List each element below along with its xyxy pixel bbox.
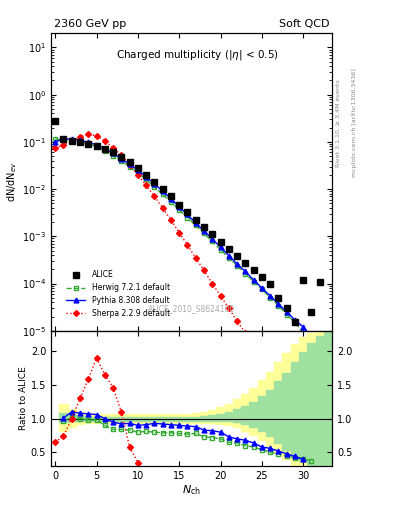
Y-axis label: Ratio to ALICE: Ratio to ALICE bbox=[19, 367, 28, 430]
Legend: ALICE, Herwig 7.2.1 default, Pythia 8.308 default, Sherpa 2.2.9 default: ALICE, Herwig 7.2.1 default, Pythia 8.30… bbox=[63, 267, 173, 321]
Text: ALICE_2010_S8624100: ALICE_2010_S8624100 bbox=[148, 304, 235, 313]
Y-axis label: dN/dN$_{ev}$: dN/dN$_{ev}$ bbox=[6, 162, 19, 202]
Text: mcplots.cern.ch [arXiv:1306.3436]: mcplots.cern.ch [arXiv:1306.3436] bbox=[352, 69, 357, 177]
Text: Rivet 3.1.10, ≥ 3.4M events: Rivet 3.1.10, ≥ 3.4M events bbox=[336, 79, 341, 167]
Text: 2360 GeV pp: 2360 GeV pp bbox=[54, 19, 126, 29]
Text: Soft QCD: Soft QCD bbox=[279, 19, 329, 29]
X-axis label: $N_\mathrm{ch}$: $N_\mathrm{ch}$ bbox=[182, 483, 201, 497]
Text: Charged multiplicity (|$\eta$| < 0.5): Charged multiplicity (|$\eta$| < 0.5) bbox=[116, 48, 279, 62]
